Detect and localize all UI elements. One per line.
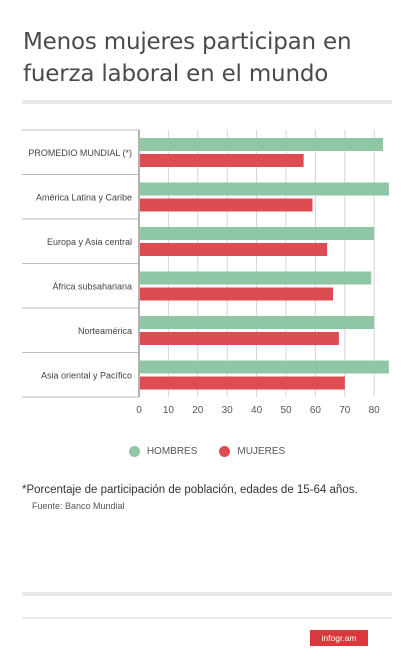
footer-divider-bottom — [22, 617, 392, 619]
category-label: Asia oriental y Pacífico — [41, 370, 132, 380]
legend-swatch-mujeres — [219, 446, 231, 457]
category-label: Europa y Asia central — [47, 237, 132, 247]
bars — [140, 138, 389, 390]
chart-title: Menos mujeres participan en fuerza labor… — [23, 29, 352, 87]
bar-chart: PROMEDIO MUNDIAL (*) América Latina y Car… — [22, 129, 389, 416]
x-tick-50: 50 — [280, 405, 292, 416]
x-tick-30: 30 — [222, 405, 234, 416]
x-tick-60: 60 — [310, 405, 322, 416]
category-dividers — [22, 129, 139, 398]
x-tick-0: 0 — [136, 405, 142, 416]
title-divider — [22, 100, 392, 104]
gridlines — [138, 130, 375, 397]
legend: HOMBRES MUJERES — [0, 446, 414, 457]
x-tick-labels: 0 10 20 30 40 50 60 70 80 — [136, 405, 380, 416]
footnote: *Porcentaje de participación de població… — [22, 484, 358, 496]
legend-item-mujeres[interactable]: MUJERES — [219, 446, 285, 457]
x-tick-40: 40 — [251, 405, 263, 416]
x-tick-70: 70 — [339, 405, 351, 416]
category-label: América Latina y Caribe — [36, 192, 132, 202]
infogram-badge[interactable]: infogr.am — [310, 630, 368, 646]
category-label: PROMEDIO MUNDIAL (*) — [28, 148, 132, 158]
category-label: África subsahariana — [52, 281, 132, 291]
x-tick-80: 80 — [369, 405, 381, 416]
x-tick-10: 10 — [163, 405, 175, 416]
source-text: Fuente: Banco Mundial — [32, 501, 125, 511]
legend-item-hombres[interactable]: HOMBRES — [128, 446, 198, 457]
category-label: Norteamérica — [78, 326, 132, 336]
footer-divider-top — [22, 592, 392, 596]
legend-swatch-hombres — [128, 446, 140, 457]
category-labels: PROMEDIO MUNDIAL (*) América Latina y Car… — [28, 148, 132, 381]
legend-label-mujeres: MUJERES — [237, 446, 286, 457]
x-tick-20: 20 — [192, 405, 204, 416]
legend-label-hombres: HOMBRES — [146, 446, 198, 457]
